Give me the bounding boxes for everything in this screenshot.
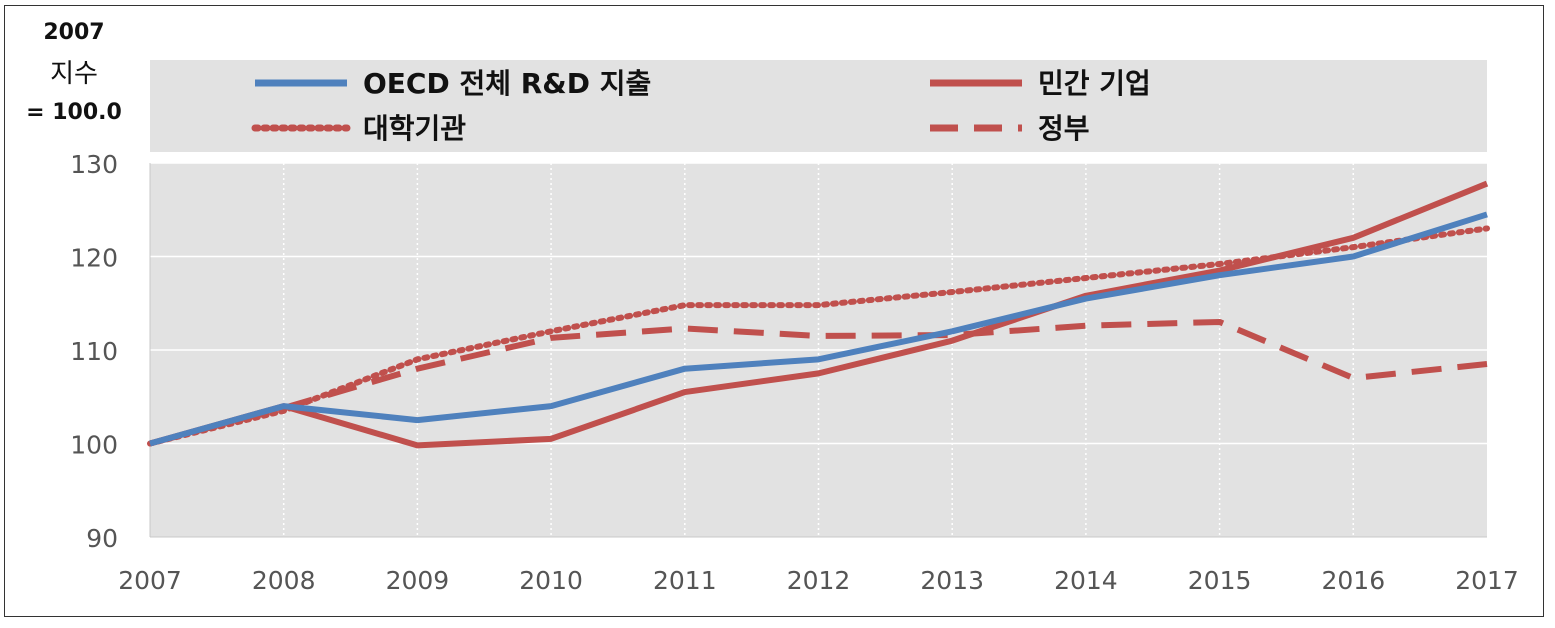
y-tick-label: 90 [86,524,118,553]
legend-label-1: 민간 기업 [1038,67,1151,100]
x-tick-label: 2009 [386,566,450,595]
series-line-0 [149,211,1488,447]
y-tick-label: 100 [70,431,118,460]
y-tick-label: 110 [70,337,118,366]
x-tick-label: 2015 [1188,566,1252,595]
series-line-3 [149,318,1488,447]
y-axis-label-line-3: = 100.0 [26,100,122,125]
x-tick-label: 2013 [920,566,984,595]
legend-label-2: 대학기관 [363,112,466,145]
y-axis-label-line-1: 2007 [43,20,105,45]
y-axis-label-line-2: 지수 [50,59,98,89]
x-tick-label: 2011 [653,566,717,595]
x-tick-label: 2010 [519,566,583,595]
legend-label-0: OECD 전체 R&D 지출 [363,67,651,100]
x-tick-label: 2007 [118,566,182,595]
series-line-1 [149,180,1489,449]
y-tick-label: 130 [70,150,118,179]
x-tick-label: 2012 [787,566,851,595]
x-tick-label: 2017 [1455,566,1519,595]
y-tick-label: 120 [70,244,118,273]
legend-background [150,60,1487,152]
x-tick-label: 2016 [1321,566,1385,595]
x-tick-label: 2008 [252,566,316,595]
x-tick-label: 2014 [1054,566,1118,595]
legend-label-3: 정부 [1038,112,1090,145]
